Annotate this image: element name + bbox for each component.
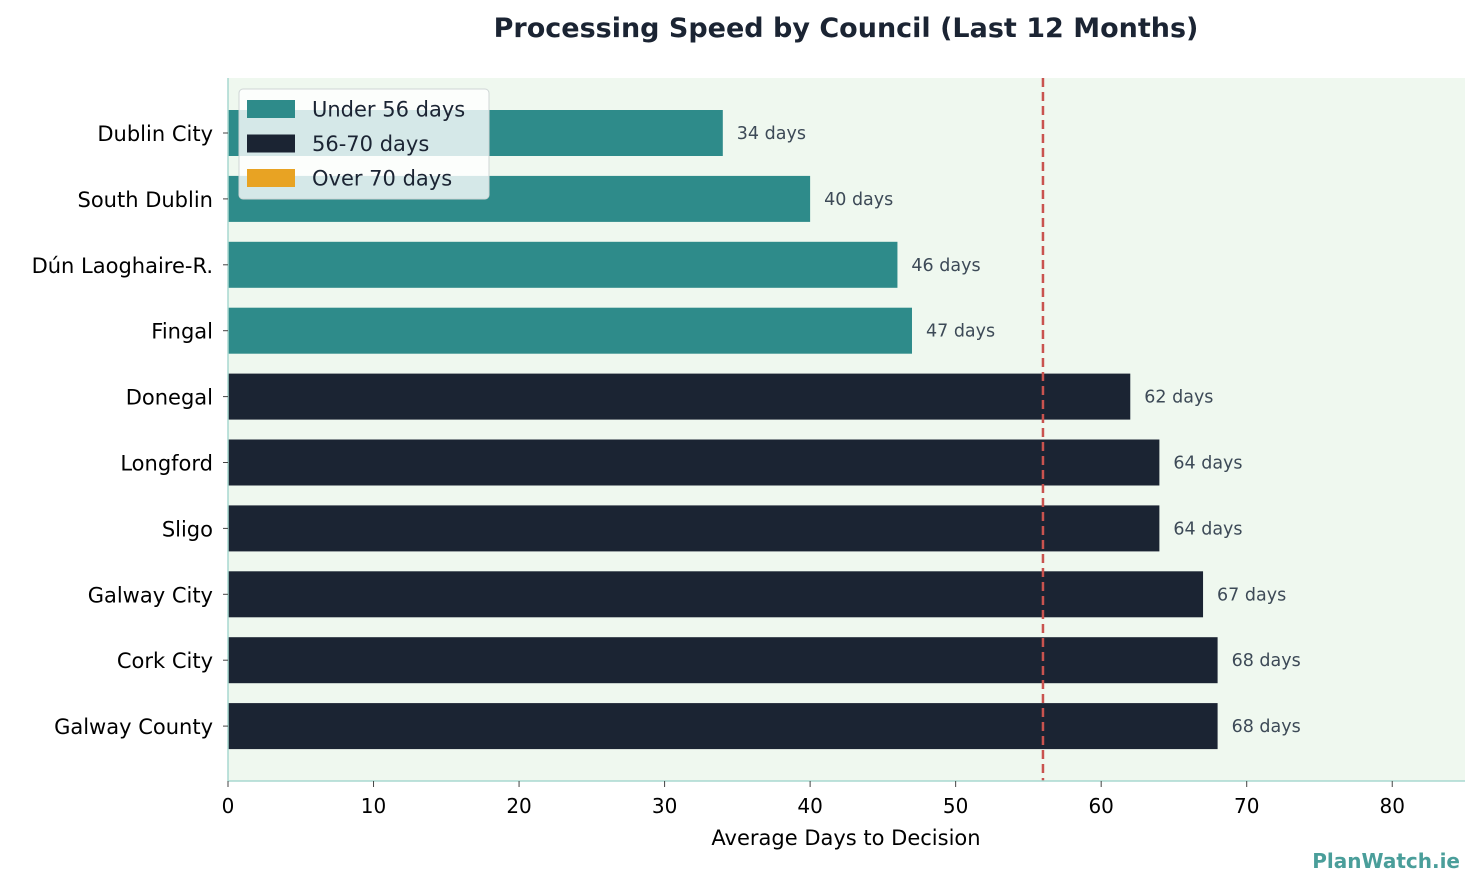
y-tick-label-0: Dublin City	[97, 122, 213, 146]
x-tick-label-8: 80	[1380, 794, 1405, 818]
x-tick-label-0: 0	[222, 794, 235, 818]
bar-6	[228, 505, 1160, 552]
x-tick-label-1: 10	[361, 794, 386, 818]
x-axis-label: Average Days to Decision	[711, 826, 980, 850]
bar-9	[228, 703, 1218, 750]
y-tick-label-8: Cork City	[117, 649, 213, 673]
chart-title: Processing Speed by Council (Last 12 Mon…	[494, 13, 1199, 44]
data-label-6: 64 days	[1173, 519, 1242, 539]
data-label-5: 64 days	[1173, 454, 1242, 474]
x-tick-label-5: 50	[943, 794, 968, 818]
bar-2	[228, 241, 898, 288]
data-label-7: 67 days	[1217, 585, 1286, 605]
bar-8	[228, 637, 1218, 684]
y-tick-label-9: Galway County	[54, 715, 213, 739]
bar-3	[228, 307, 912, 354]
data-label-9: 68 days	[1232, 717, 1301, 737]
data-label-3: 47 days	[926, 322, 995, 342]
x-tick-label-2: 20	[506, 794, 531, 818]
y-tick-label-7: Galway City	[88, 583, 213, 607]
x-tick-label-4: 40	[797, 794, 822, 818]
legend-frame	[238, 88, 490, 200]
legend-swatch-1	[247, 134, 295, 153]
x-tick-label-7: 70	[1234, 794, 1259, 818]
data-label-4: 62 days	[1144, 388, 1213, 408]
legend-swatch-0	[247, 100, 295, 118]
legend-label-1: 56-70 days	[312, 132, 429, 156]
data-label-0: 34 days	[737, 124, 806, 144]
y-tick-label-5: Longford	[120, 452, 213, 476]
bar-4	[228, 373, 1131, 420]
data-label-1: 40 days	[824, 190, 893, 210]
data-label-8: 68 days	[1232, 651, 1301, 671]
x-tick-label-3: 30	[652, 794, 677, 818]
data-label-2: 46 days	[911, 256, 980, 276]
y-tick-label-4: Donegal	[126, 386, 213, 410]
y-tick-label-3: Fingal	[151, 320, 213, 344]
x-tick-label-6: 60	[1088, 794, 1113, 818]
legend-label-0: Under 56 days	[312, 98, 465, 122]
bar-7	[228, 571, 1204, 618]
y-tick-label-1: South Dublin	[78, 188, 214, 212]
watermark: PlanWatch.ie	[1312, 849, 1460, 873]
y-tick-label-6: Sligo	[162, 517, 213, 541]
legend-swatch-2	[247, 169, 295, 187]
legend-label-2: Over 70 days	[312, 167, 452, 191]
bar-5	[228, 439, 1160, 486]
y-tick-label-2: Dún Laoghaire-R.	[32, 254, 213, 278]
legend: Under 56 days 56-70 days Over 70 days	[238, 88, 490, 200]
